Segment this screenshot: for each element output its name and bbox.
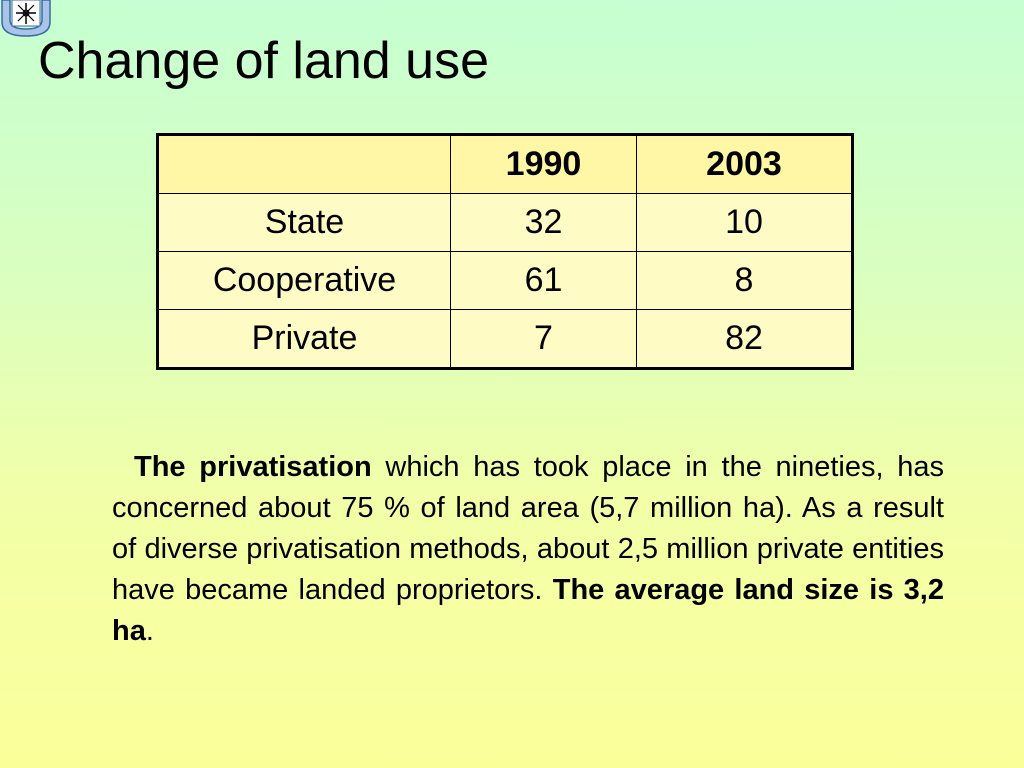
table-header-empty [157, 134, 451, 194]
table-header-row: 1990 2003 [157, 134, 853, 194]
row-label: Cooperative [157, 251, 451, 310]
table-header-2003: 2003 [636, 134, 853, 194]
cell-2003: 82 [636, 309, 853, 369]
table-row: State 32 10 [157, 193, 853, 252]
university-emblem-icon [0, 0, 52, 38]
slide-title: Change of land use [38, 32, 490, 90]
paragraph-body: which has took place in the nineties, ha… [112, 451, 944, 606]
row-label: Private [157, 309, 451, 369]
table-row: Cooperative 61 8 [157, 251, 853, 310]
body-paragraph: The privatisation which has took place i… [112, 447, 944, 652]
table-row: Private 7 82 [157, 309, 853, 369]
row-label: State [157, 193, 451, 252]
cell-1990: 7 [450, 309, 637, 369]
cell-2003: 10 [636, 193, 853, 252]
cell-1990: 61 [450, 251, 637, 310]
land-use-table: 1990 2003 State 32 10 Cooperative 61 8 P… [156, 133, 854, 370]
paragraph-closing-punct: . [145, 615, 154, 647]
cell-1990: 32 [450, 193, 637, 252]
paragraph-closing-bold: The average land size is 3,2 ha [112, 574, 944, 647]
cell-2003: 8 [636, 251, 853, 310]
table-header-1990: 1990 [450, 134, 637, 194]
paragraph-lead-bold: The privatisation [134, 451, 372, 483]
